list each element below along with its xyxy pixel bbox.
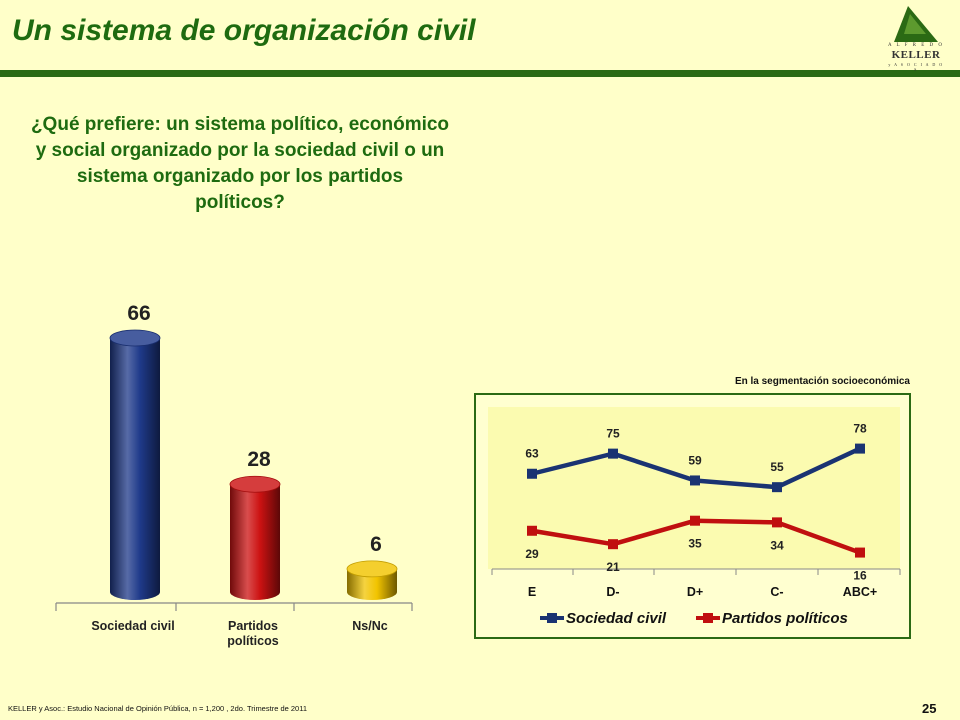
- logo-sub-text: y A S O C I A D O S: [888, 62, 944, 72]
- line-point-partidos-politicos: [608, 539, 618, 550]
- line-point-partidos-politicos: [772, 517, 782, 528]
- keller-logo: A L F R E D O KELLER y A S O C I A D O S: [886, 4, 946, 72]
- bar-chart: 66 Sociedad civil 28 Partidos políticos 6 Ns/N…: [55, 302, 413, 648]
- line-point-label: 29: [525, 547, 539, 561]
- bar-category-label: Sociedad civil: [91, 619, 174, 633]
- line-point-label: 63: [525, 447, 539, 461]
- line-point-label: 59: [688, 453, 702, 467]
- line-point-sociedad-civil: [690, 475, 700, 486]
- line-x-label: D-: [606, 585, 619, 599]
- logo-main-text: KELLER: [891, 49, 941, 61]
- line-point-label: 16: [853, 569, 867, 583]
- line-point-partidos-politicos: [527, 525, 537, 536]
- bar-value-label: 6: [370, 533, 382, 556]
- bar-sociedad-civil: [110, 338, 160, 600]
- bar-partidos-politicos: [230, 484, 280, 600]
- line-chart: E D- D+ C- ABC+ 63 75 59 55 78 29 21 35 34 16 Sociedad …: [488, 407, 901, 627]
- line-point-sociedad-civil: [772, 482, 782, 493]
- survey-question: ¿Qué prefiere: un sistema político, econ…: [30, 114, 450, 213]
- logo-top-text: A L F R E D O: [887, 43, 945, 48]
- bar-value-label: 66: [127, 302, 150, 325]
- bar-top-sociedad-civil: [109, 329, 161, 347]
- legend-label-sociedad-civil: Sociedad civil: [566, 610, 667, 627]
- bar-top-ns-nc: [346, 560, 398, 578]
- line-x-label: E: [528, 585, 536, 599]
- keller-logo-mark: [894, 6, 938, 42]
- bar-category-label: Ns/Nc: [352, 619, 387, 633]
- bar-value-label: 28: [247, 448, 271, 471]
- page-title: Un sistema de organización civil: [12, 14, 476, 47]
- line-point-label: 34: [770, 538, 784, 552]
- line-point-label: 21: [606, 560, 620, 574]
- line-point-label: 55: [770, 460, 784, 474]
- line-point-sociedad-civil: [855, 443, 865, 454]
- line-point-partidos-politicos: [690, 515, 700, 526]
- title-divider: [0, 70, 960, 77]
- legend-marker-sociedad-civil: [547, 613, 557, 623]
- line-point-label: 75: [606, 427, 620, 441]
- page-number: 25: [922, 701, 937, 716]
- line-point-partidos-politicos: [855, 547, 865, 558]
- bar-ns-nc: [347, 568, 397, 600]
- line-chart-title: En la segmentación socioeconómica: [734, 376, 910, 387]
- line-x-label: ABC+: [843, 585, 877, 599]
- line-point-sociedad-civil: [608, 448, 618, 459]
- line-x-label: C-: [770, 585, 783, 599]
- line-point-sociedad-civil: [527, 468, 537, 479]
- line-point-label: 35: [688, 537, 702, 551]
- legend-marker-partidos-politicos: [703, 613, 713, 623]
- line-x-label: D+: [687, 585, 703, 599]
- line-chart-frame: E D- D+ C- ABC+ 63 75 59 55 78 29 21 35 34 16 Sociedad …: [474, 393, 911, 639]
- source-note: KELLER y Asoc.: Estudio Nacional de Opin…: [8, 704, 307, 713]
- legend-label-partidos-politicos: Partidos políticos: [722, 610, 848, 627]
- bar-category-label: Partidos políticos: [227, 619, 278, 648]
- line-point-label: 78: [853, 422, 867, 436]
- bar-top-partidos-politicos: [229, 475, 281, 493]
